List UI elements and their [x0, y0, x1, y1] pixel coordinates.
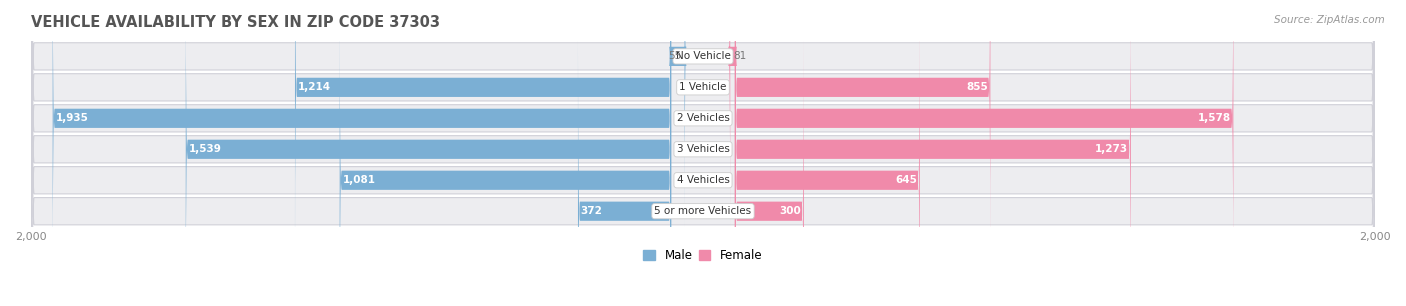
- FancyBboxPatch shape: [52, 0, 671, 295]
- Text: 300: 300: [779, 206, 801, 216]
- Text: 1,214: 1,214: [298, 82, 330, 92]
- Text: 1,539: 1,539: [188, 144, 221, 154]
- Text: 1,273: 1,273: [1095, 144, 1128, 154]
- FancyBboxPatch shape: [735, 0, 1233, 295]
- FancyBboxPatch shape: [728, 0, 737, 233]
- FancyBboxPatch shape: [31, 0, 1375, 306]
- FancyBboxPatch shape: [295, 0, 671, 263]
- Text: VEHICLE AVAILABILITY BY SEX IN ZIP CODE 37303: VEHICLE AVAILABILITY BY SEX IN ZIP CODE …: [31, 15, 440, 30]
- FancyBboxPatch shape: [31, 0, 1375, 290]
- FancyBboxPatch shape: [578, 35, 671, 306]
- Text: 3 Vehicles: 3 Vehicles: [676, 144, 730, 154]
- FancyBboxPatch shape: [31, 0, 1375, 306]
- Text: 1,935: 1,935: [55, 113, 89, 123]
- Text: 372: 372: [581, 206, 603, 216]
- Text: Source: ZipAtlas.com: Source: ZipAtlas.com: [1274, 15, 1385, 25]
- FancyBboxPatch shape: [735, 0, 990, 263]
- FancyBboxPatch shape: [31, 0, 1375, 306]
- Text: 1,081: 1,081: [343, 175, 375, 185]
- Text: 1 Vehicle: 1 Vehicle: [679, 82, 727, 92]
- FancyBboxPatch shape: [186, 0, 671, 306]
- Text: 81: 81: [733, 51, 747, 62]
- FancyBboxPatch shape: [735, 0, 1130, 306]
- FancyBboxPatch shape: [31, 0, 1375, 306]
- Text: 2 Vehicles: 2 Vehicles: [676, 113, 730, 123]
- Text: 55: 55: [669, 51, 682, 62]
- Text: 4 Vehicles: 4 Vehicles: [676, 175, 730, 185]
- Legend: Male, Female: Male, Female: [644, 249, 762, 262]
- Text: No Vehicle: No Vehicle: [675, 51, 731, 62]
- Text: 645: 645: [896, 175, 917, 185]
- FancyBboxPatch shape: [340, 4, 671, 306]
- Text: 5 or more Vehicles: 5 or more Vehicles: [654, 206, 752, 216]
- FancyBboxPatch shape: [735, 35, 804, 306]
- FancyBboxPatch shape: [669, 0, 686, 233]
- Text: 855: 855: [966, 82, 987, 92]
- FancyBboxPatch shape: [735, 4, 920, 306]
- Text: 1,578: 1,578: [1198, 113, 1230, 123]
- FancyBboxPatch shape: [31, 0, 1375, 306]
